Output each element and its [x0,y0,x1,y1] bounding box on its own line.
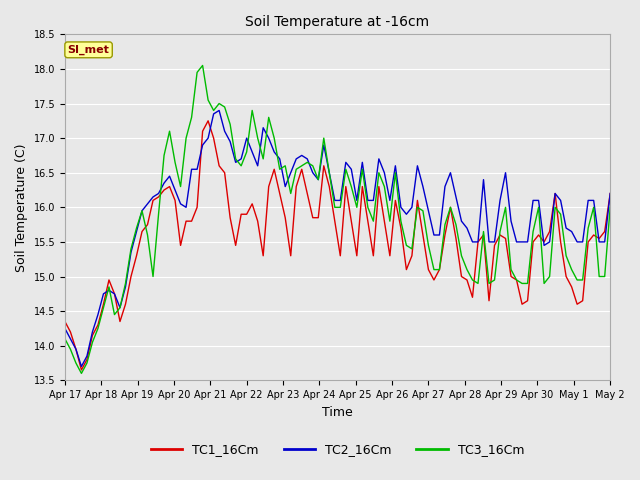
TC1_16Cm [204,118,212,124]
TC1_16Cm [172,198,179,204]
TC2_16Cm [606,191,614,196]
TC3_16Cm [606,204,614,210]
Line: TC1_16Cm: TC1_16Cm [65,121,610,370]
TC3_16Cm [353,204,361,210]
TC3_16Cm [590,204,598,210]
TC1_16Cm [573,301,581,307]
TC2_16Cm [397,204,404,210]
TC1_16Cm [590,232,598,238]
TC3_16Cm [172,159,179,165]
TC2_16Cm [61,325,68,331]
TC2_16Cm [590,198,598,204]
TC3_16Cm [573,277,581,283]
TC2_16Cm [193,167,201,172]
Line: TC3_16Cm: TC3_16Cm [65,65,610,373]
Legend: TC1_16Cm, TC2_16Cm, TC3_16Cm: TC1_16Cm, TC2_16Cm, TC3_16Cm [146,438,529,461]
TC2_16Cm [172,187,179,193]
TC2_16Cm [215,108,223,113]
TC3_16Cm [199,62,207,68]
TC1_16Cm [606,191,614,196]
TC3_16Cm [397,218,404,224]
TC1_16Cm [397,225,404,231]
TC3_16Cm [77,371,85,376]
Line: TC2_16Cm: TC2_16Cm [65,110,610,366]
Y-axis label: Soil Temperature (C): Soil Temperature (C) [15,143,28,272]
TC1_16Cm [353,253,361,259]
TC2_16Cm [573,239,581,245]
TC3_16Cm [61,336,68,342]
TC1_16Cm [77,367,85,373]
Title: Soil Temperature at -16cm: Soil Temperature at -16cm [246,15,429,29]
Text: SI_met: SI_met [68,45,109,55]
TC1_16Cm [193,204,201,210]
TC1_16Cm [61,319,68,324]
TC3_16Cm [193,70,201,75]
TC2_16Cm [77,363,85,369]
TC2_16Cm [353,198,361,204]
X-axis label: Time: Time [322,406,353,419]
